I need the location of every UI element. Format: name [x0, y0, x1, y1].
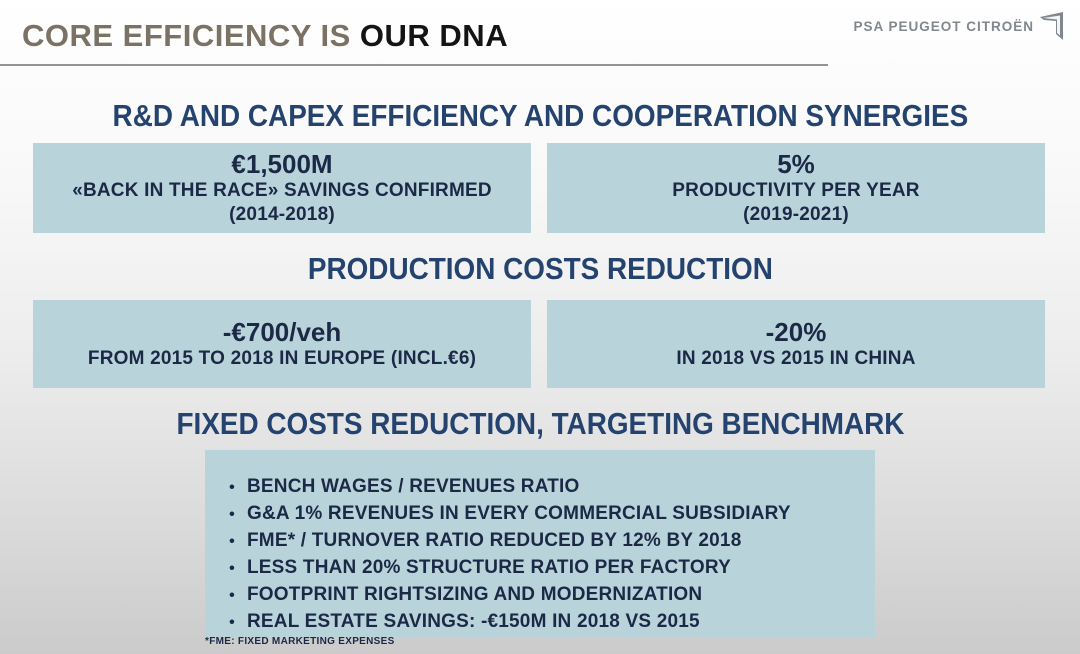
stat-value: -20% [765, 317, 827, 347]
page-title-strong: OUR DNA [359, 18, 509, 53]
list-item: • FOOTPRINT RIGHTSIZING AND MODERNIZATIO… [217, 582, 865, 609]
list-item: • G&A 1% REVENUES IN EVERY COMMERCIAL SU… [217, 501, 865, 528]
bullet-icon: • [229, 479, 235, 496]
bullet-icon: • [229, 560, 235, 577]
psa-logo: PSA PEUGEOT CITROËN [853, 12, 1064, 40]
bullet-icon: • [229, 506, 235, 523]
section-heading-rd-capex-text: R&D AND CAPEX EFFICIENCY AND COOPERATION… [112, 98, 968, 133]
list-item: • FME* / TURNOVER RATIO REDUCED BY 12% B… [217, 528, 865, 555]
stat-value: €1,500M [231, 149, 333, 179]
stat-line: PRODUCTIVITY PER YEAR [672, 180, 920, 201]
stat-line: (2014-2018) [229, 204, 335, 225]
production-costs-box-row: -€700/veh FROM 2015 TO 2018 IN EUROPE (I… [33, 296, 1045, 388]
rd-capex-box-row: €1,500M «BACK IN THE RACE» SAVINGS CONFI… [33, 143, 1045, 233]
bullet-text: BENCH WAGES / REVENUES RATIO [247, 476, 580, 497]
bullet-icon: • [229, 587, 235, 604]
bullet-text: REAL ESTATE SAVINGS: -€150M IN 2018 VS 2… [247, 611, 700, 632]
bullet-text: FME* / TURNOVER RATIO REDUCED BY 12% BY … [247, 530, 742, 551]
stat-line: IN 2018 VS 2015 IN CHINA [676, 348, 916, 369]
stat-box-china-cost-reduction: -20% IN 2018 VS 2015 IN CHINA [547, 300, 1045, 388]
list-item: • LESS THAN 20% STRUCTURE RATIO PER FACT… [217, 555, 865, 582]
stat-value: 5% [777, 149, 815, 179]
bullet-text: FOOTPRINT RIGHTSIZING AND MODERNIZATION [247, 584, 703, 605]
list-item: • BENCH WAGES / REVENUES RATIO [217, 474, 865, 501]
section-heading-production-costs: PRODUCTION COSTS REDUCTION [0, 249, 1080, 289]
stat-line: «BACK IN THE RACE» SAVINGS CONFIRMED [72, 180, 492, 201]
stat-box-productivity-per-year: 5% PRODUCTIVITY PER YEAR (2019-2021) [547, 143, 1045, 233]
title-underline [0, 64, 828, 67]
fixed-costs-bullet-box: • BENCH WAGES / REVENUES RATIO • G&A 1% … [205, 450, 875, 637]
bullet-icon: • [229, 614, 235, 631]
bullet-text: G&A 1% REVENUES IN EVERY COMMERCIAL SUBS… [247, 503, 791, 524]
psa-logo-text: PSA PEUGEOT CITROËN [853, 18, 1034, 34]
section-heading-fixed-costs-text: FIXED COSTS REDUCTION, TARGETING BENCHMA… [175, 406, 904, 441]
bullet-text: LESS THAN 20% STRUCTURE RATIO PER FACTOR… [247, 557, 731, 578]
page-title-muted: CORE EFFICIENCY IS [22, 18, 360, 53]
stat-box-europe-cost-per-vehicle: -€700/veh FROM 2015 TO 2018 IN EUROPE (I… [33, 300, 531, 388]
footnote-fme-definition: *FME: FIXED MARKETING EXPENSES [205, 636, 395, 647]
stat-value: -€700/veh [222, 317, 342, 347]
section-heading-production-costs-text: PRODUCTION COSTS REDUCTION [307, 251, 773, 286]
section-heading-fixed-costs: FIXED COSTS REDUCTION, TARGETING BENCHMA… [0, 404, 1080, 444]
section-heading-rd-capex: R&D AND CAPEX EFFICIENCY AND COOPERATION… [0, 96, 1080, 136]
stat-line: FROM 2015 TO 2018 IN EUROPE (INCL.€6) [87, 348, 477, 369]
stat-line: (2019-2021) [743, 204, 849, 225]
fixed-costs-bullet-list: • BENCH WAGES / REVENUES RATIO • G&A 1% … [217, 474, 865, 636]
list-item: • REAL ESTATE SAVINGS: -€150M IN 2018 VS… [217, 609, 865, 636]
page-title: CORE EFFICIENCY IS OUR DNA [22, 18, 508, 54]
bullet-icon: • [229, 533, 235, 550]
psa-corner-bracket-icon [1040, 12, 1063, 40]
stat-box-back-in-the-race-savings: €1,500M «BACK IN THE RACE» SAVINGS CONFI… [33, 143, 531, 233]
